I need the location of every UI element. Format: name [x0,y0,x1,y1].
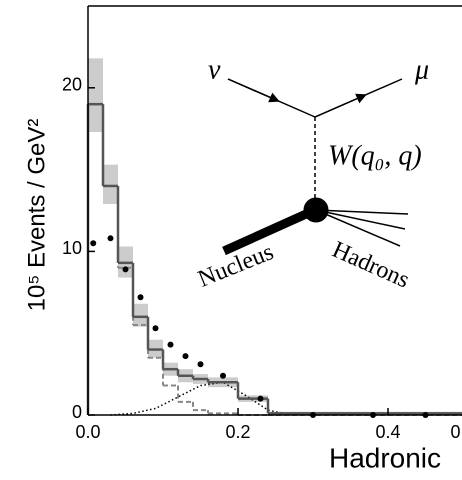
x-tick-label: 0.5 [450,422,462,442]
annotation: Hadrons [328,237,413,294]
y-axis-label: 10⁵ Events / GeV² [23,119,50,312]
plot-area: 0 10 20 0.0 0.2 0.4 0.5 [62,5,462,442]
annotation: μ [414,54,429,85]
x-tick-label: 0.4 [375,422,400,442]
y-tick-label: 10 [62,238,82,258]
diagram [222,78,409,256]
data-point [220,372,226,379]
data-point [122,266,129,273]
error-band [88,58,103,132]
x-axis-label: Hadronic [329,442,441,473]
data-point [197,361,204,368]
hadron-line [315,209,406,230]
annotation: W(q₀, q) [328,140,422,171]
dotted-curve [110,381,291,416]
arrow [227,78,280,103]
data-point [152,325,159,332]
data-point [182,353,189,360]
data-point [107,235,114,242]
data-point [167,341,174,348]
data-point [257,395,264,402]
data-point [137,294,144,301]
error-band [133,303,148,327]
error-band [103,164,118,204]
y-tick-label: 0 [72,402,82,422]
hadron-line [315,209,409,215]
nucleus-line [222,205,317,256]
annotation: ν [208,54,221,85]
vertex [303,197,329,223]
arrow [314,93,367,118]
y-tick-label: 20 [62,75,82,95]
hadron-line [315,209,401,247]
x-tick-label: 0.0 [75,422,100,442]
data-point [90,240,97,247]
x-tick-label: 0.2 [225,422,250,442]
